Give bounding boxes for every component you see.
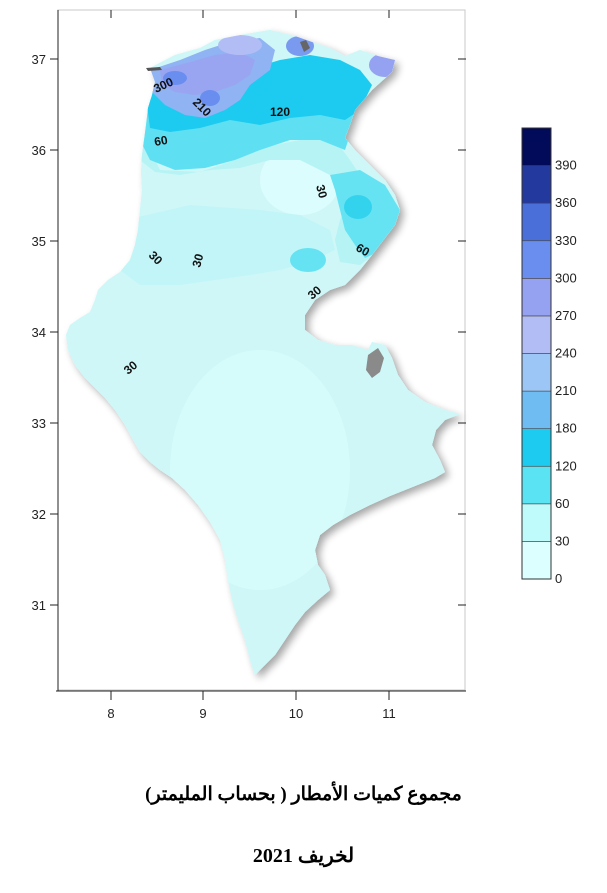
rainfall-zones — [66, 30, 460, 675]
legend-label: 270 — [555, 308, 577, 323]
legend-swatch — [521, 240, 552, 279]
legend-label: 30 — [555, 533, 569, 548]
lake-shape — [366, 348, 384, 378]
legend-swatch — [521, 541, 552, 580]
lake-shape — [146, 67, 162, 71]
legend-label: 300 — [555, 270, 577, 285]
y-tick-label: 36 — [32, 143, 46, 158]
legend-swatch — [521, 315, 552, 354]
y-tick-label: 37 — [32, 52, 46, 67]
legend-swatch — [521, 127, 552, 166]
x-tick-label: 8 — [107, 706, 114, 721]
legend-label: 120 — [555, 458, 577, 473]
y-tick-label: 33 — [32, 416, 46, 431]
legend-swatch — [521, 165, 552, 204]
legend-swatch — [521, 503, 552, 542]
map-subtitle: لخريف 2021 — [252, 845, 355, 867]
legend-label: 360 — [555, 195, 577, 210]
x-axis-ticks: 8 9 10 11 — [107, 10, 396, 721]
x-tick-label: 11 — [382, 706, 396, 721]
legend-frame — [521, 127, 552, 580]
contour-label: 120 — [270, 105, 290, 119]
legend-swatch — [521, 465, 552, 505]
y-tick-label: 32 — [32, 507, 46, 522]
legend-label: 240 — [555, 346, 577, 361]
contour-label: 30 — [313, 183, 330, 200]
contour-label: 60 — [153, 133, 169, 149]
legend-swatch — [521, 390, 552, 429]
y-tick-label: 35 — [32, 234, 46, 249]
legend-label: 0 — [555, 571, 562, 586]
legend-label: 60 — [555, 496, 569, 511]
legend-swatch — [521, 428, 552, 467]
x-tick-label: 10 — [289, 706, 303, 721]
map-title: مجموع كميات الأمطار ( بحساب المليمتر) — [145, 784, 462, 805]
y-tick-label: 34 — [32, 325, 46, 340]
legend-label: 180 — [555, 421, 577, 436]
legend: 0 30 60 120 180 210 240 270 300 330 360 390 — [521, 127, 577, 586]
y-tick-label: 31 — [32, 598, 46, 613]
contour-label: 30 — [189, 252, 206, 269]
x-tick-label: 9 — [199, 706, 206, 721]
legend-swatch — [521, 278, 552, 317]
legend-label: 330 — [555, 233, 577, 248]
legend-label: 390 — [555, 158, 577, 173]
legend-swatch — [521, 353, 552, 392]
y-axis-ticks: 37 36 35 34 33 32 31 — [32, 52, 466, 613]
lake-shape — [300, 40, 310, 52]
legend-label: 210 — [555, 383, 577, 398]
legend-swatch — [521, 202, 552, 242]
contour-label: 60 — [354, 240, 373, 259]
